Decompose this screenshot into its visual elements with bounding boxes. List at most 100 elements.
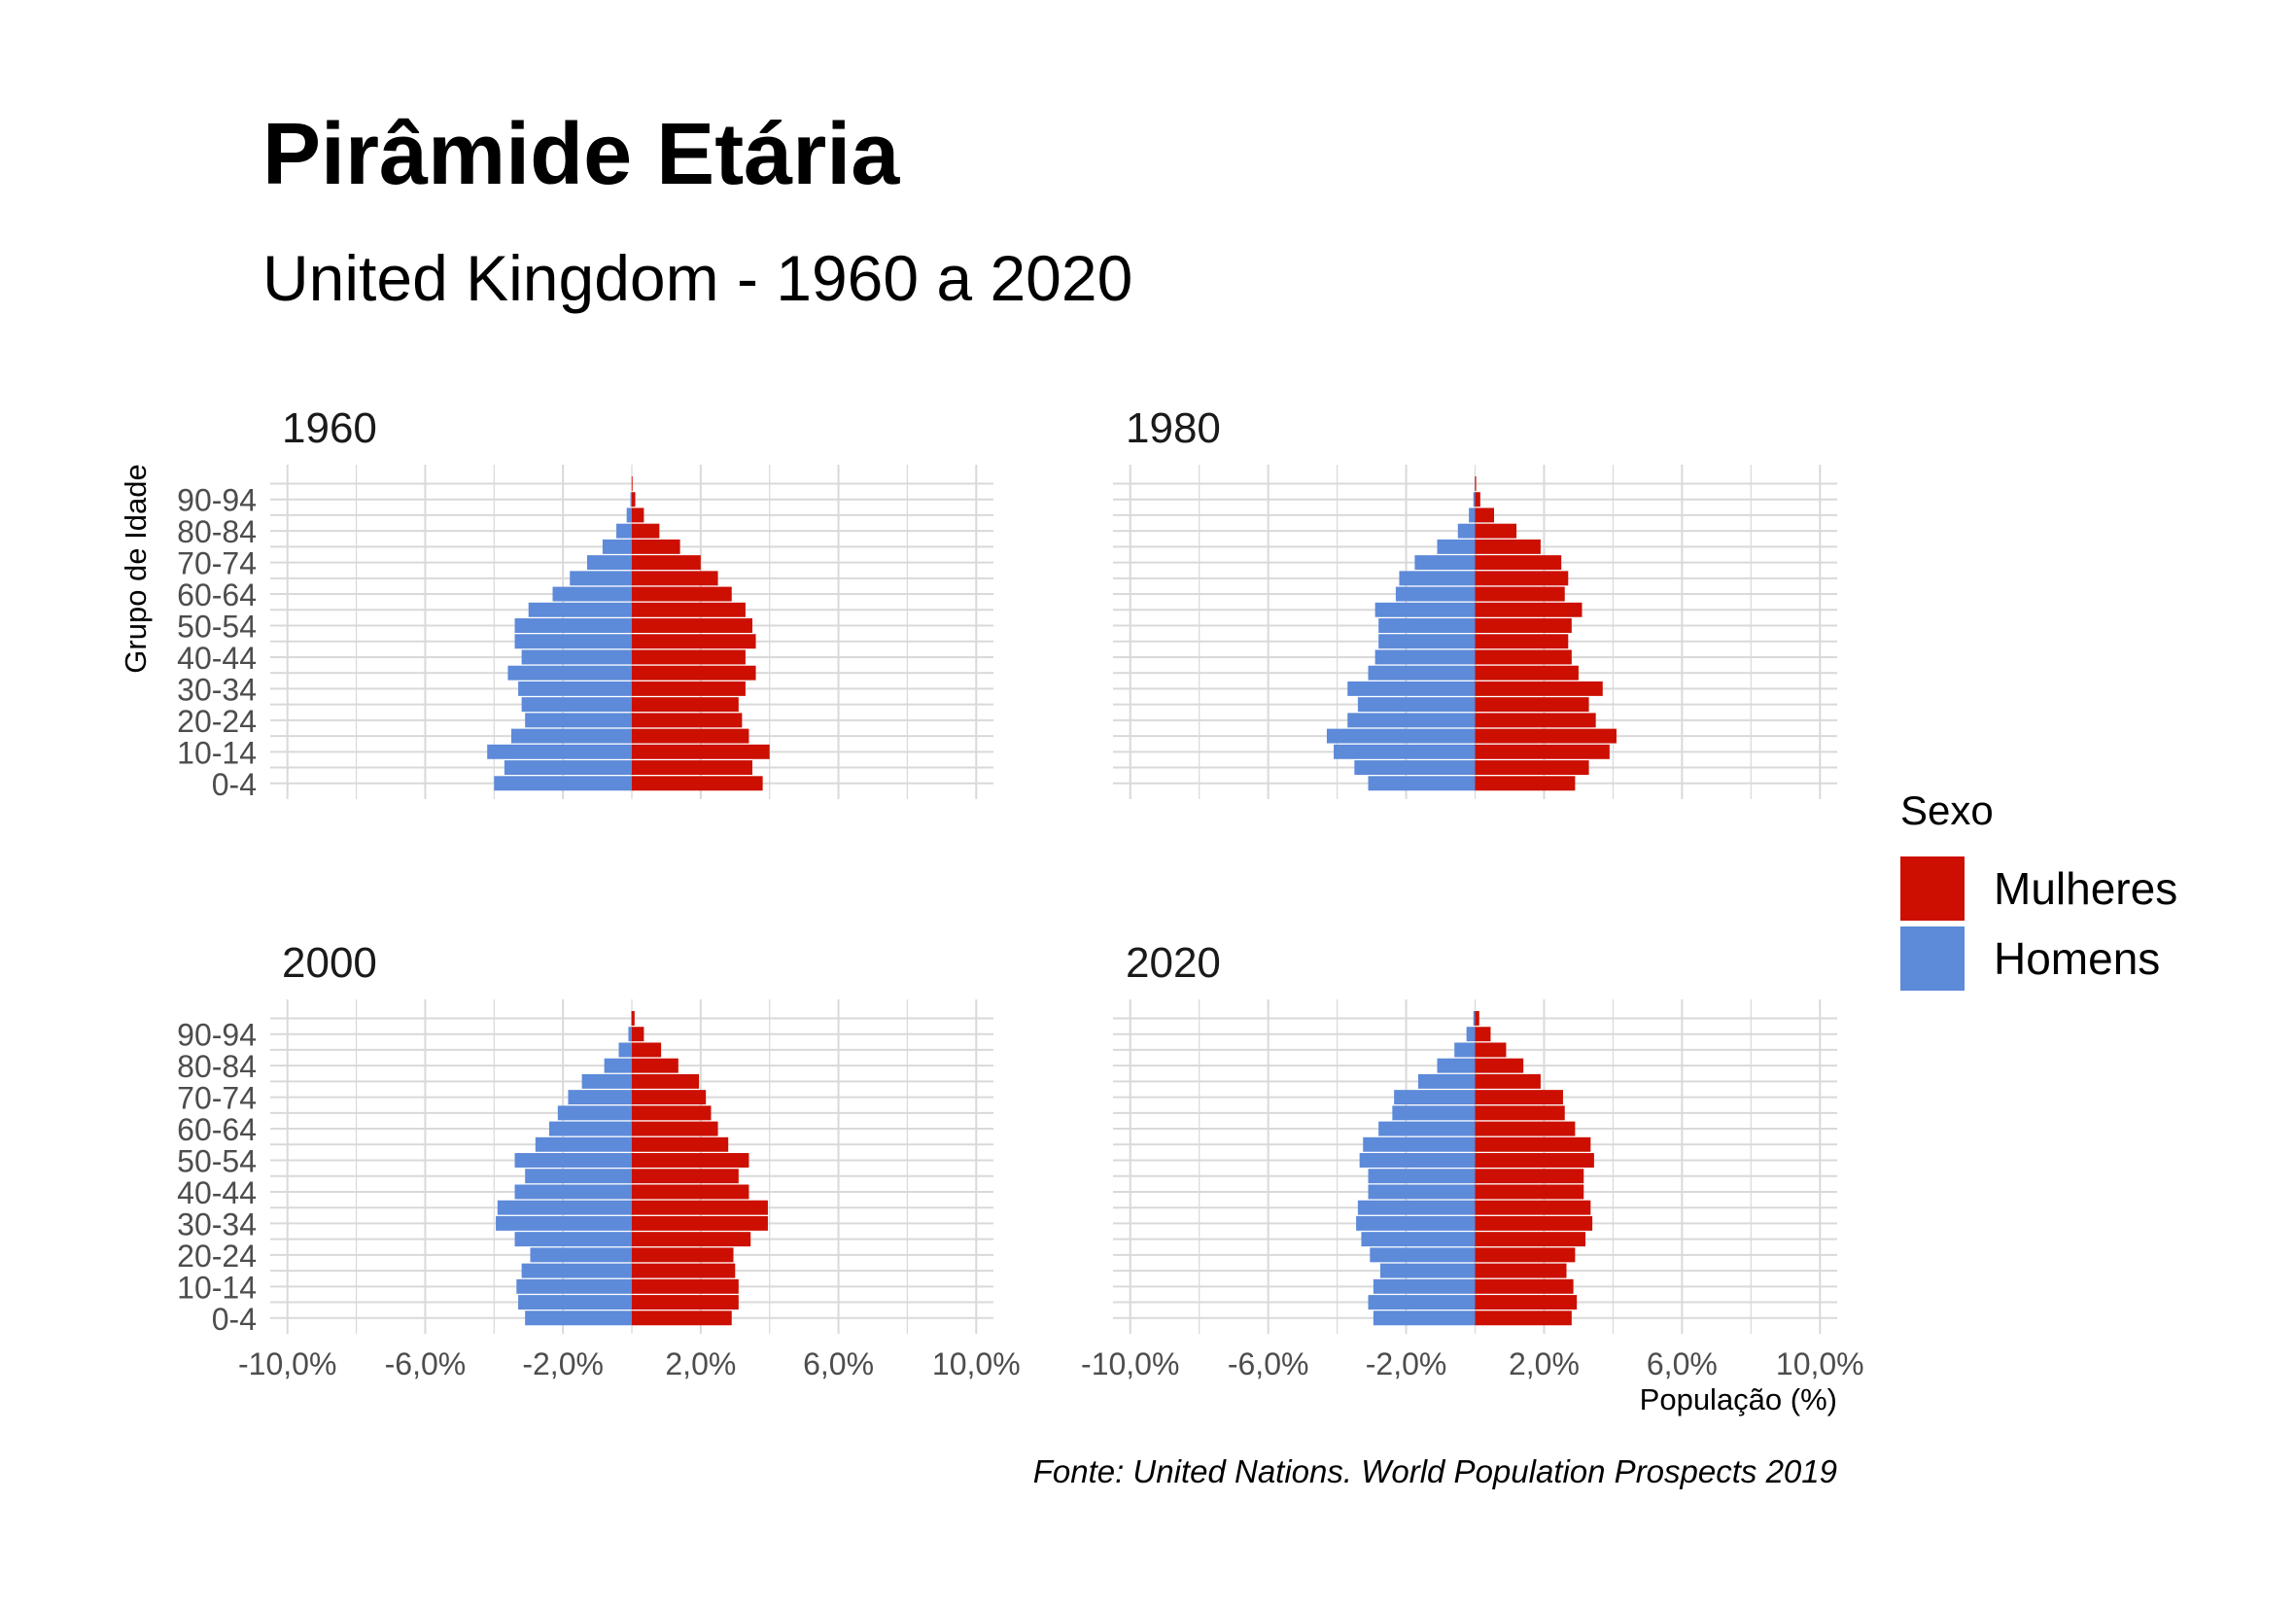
bar-homens <box>530 1247 632 1263</box>
bar-homens <box>514 1184 632 1200</box>
x-axis-label: População (%) <box>1639 1382 1837 1416</box>
x-tick-label: -10,0% <box>238 1346 336 1381</box>
bar-mulheres <box>632 492 636 507</box>
x-tick-label: 6,0% <box>1647 1346 1718 1381</box>
bar-mulheres <box>1475 1215 1593 1231</box>
bar-homens <box>525 1169 632 1184</box>
bar-mulheres <box>1475 1121 1576 1136</box>
bar-homens <box>1373 1278 1476 1294</box>
bar-homens <box>1469 507 1476 523</box>
y-tick-label: 20-24 <box>177 704 257 739</box>
legend-key-homens <box>1900 926 1965 991</box>
bar-homens <box>1368 1169 1476 1184</box>
bar-mulheres <box>632 1215 768 1231</box>
bar-homens <box>1363 1136 1476 1152</box>
bar-mulheres <box>632 523 660 539</box>
panel-label: 1980 <box>1126 404 1221 452</box>
bar-mulheres <box>1475 507 1495 523</box>
bar-mulheres <box>632 1073 700 1089</box>
bar-homens <box>1437 539 1476 554</box>
bar-mulheres <box>632 618 752 633</box>
y-tick-label: 60-64 <box>177 577 257 612</box>
legend-key-mulheres <box>1900 856 1965 921</box>
bar-mulheres <box>632 649 746 665</box>
y-tick-label: 0-4 <box>212 1302 257 1337</box>
bar-homens <box>1454 1042 1476 1058</box>
bar-mulheres <box>632 1232 751 1247</box>
bar-homens <box>518 681 632 696</box>
x-tick-label: 10,0% <box>1776 1346 1864 1381</box>
x-tick-label: -2,0% <box>1366 1346 1447 1381</box>
bar-homens <box>1374 649 1476 665</box>
bar-homens <box>1379 1263 1476 1278</box>
y-tick-label: 0-4 <box>212 767 257 802</box>
bar-homens <box>514 1153 632 1168</box>
bar-homens <box>626 507 632 523</box>
bar-mulheres <box>632 1027 644 1042</box>
bar-homens <box>1378 1121 1476 1136</box>
bar-mulheres <box>632 1153 749 1168</box>
bar-mulheres <box>1475 618 1572 633</box>
bar-homens <box>1473 1011 1476 1026</box>
bar-mulheres <box>1475 697 1589 713</box>
chart-title: Pirâmide Etária <box>262 106 900 203</box>
bar-mulheres <box>1475 1247 1576 1263</box>
bar-homens <box>516 1278 632 1294</box>
panel-label: 2020 <box>1126 939 1221 987</box>
bar-mulheres <box>632 602 746 617</box>
bar-mulheres <box>632 1247 734 1263</box>
bar-homens <box>518 1295 632 1310</box>
bar-homens <box>602 539 632 554</box>
bar-mulheres <box>632 681 746 696</box>
bar-mulheres <box>632 713 743 728</box>
bar-homens <box>514 1232 632 1247</box>
bar-mulheres <box>632 1184 749 1200</box>
bar-homens <box>552 586 632 602</box>
bar-homens <box>1457 523 1476 539</box>
y-tick-label: 40-44 <box>177 1175 257 1210</box>
bar-mulheres <box>1475 571 1569 586</box>
bar-mulheres <box>632 634 756 649</box>
bar-homens <box>1368 776 1476 791</box>
bar-homens <box>487 744 632 759</box>
bar-mulheres <box>1475 1278 1574 1294</box>
bar-homens <box>1359 1153 1476 1168</box>
bar-mulheres <box>632 665 756 681</box>
bar-mulheres <box>1475 1011 1479 1026</box>
bar-mulheres <box>632 1121 718 1136</box>
bar-homens <box>616 523 632 539</box>
bar-homens <box>1370 1247 1476 1263</box>
bar-mulheres <box>1475 586 1565 602</box>
bar-homens <box>514 634 632 649</box>
bar-homens <box>557 1105 632 1121</box>
y-tick-label: 60-64 <box>177 1112 257 1147</box>
bar-mulheres <box>1475 634 1569 649</box>
y-tick-label: 70-74 <box>177 1081 257 1116</box>
bar-mulheres <box>632 1169 739 1184</box>
bar-mulheres <box>632 760 752 776</box>
bar-homens <box>525 1310 632 1326</box>
bar-mulheres <box>632 586 732 602</box>
bar-mulheres <box>1475 776 1576 791</box>
bar-homens <box>586 555 632 571</box>
y-tick-label: 30-34 <box>177 1206 257 1241</box>
legend-label-mulheres: Mulheres <box>1994 863 2178 914</box>
bar-homens <box>1373 1310 1476 1326</box>
bar-mulheres <box>1475 1073 1541 1089</box>
y-tick-label: 50-54 <box>177 610 257 645</box>
y-tick-label: 10-14 <box>177 1270 257 1305</box>
bar-homens <box>1392 1105 1476 1121</box>
bar-mulheres <box>1475 1184 1584 1200</box>
bar-homens <box>1361 1232 1476 1247</box>
y-tick-label: 40-44 <box>177 641 257 676</box>
bar-homens <box>1347 681 1476 696</box>
bar-homens <box>1347 713 1476 728</box>
bar-mulheres <box>1475 1105 1565 1121</box>
legend: Sexo Mulheres Homens <box>1900 787 2177 994</box>
x-tick-label: 2,0% <box>1509 1346 1580 1381</box>
y-tick-label: 30-34 <box>177 672 257 707</box>
bar-mulheres <box>1475 539 1541 554</box>
bar-homens <box>1334 744 1476 759</box>
